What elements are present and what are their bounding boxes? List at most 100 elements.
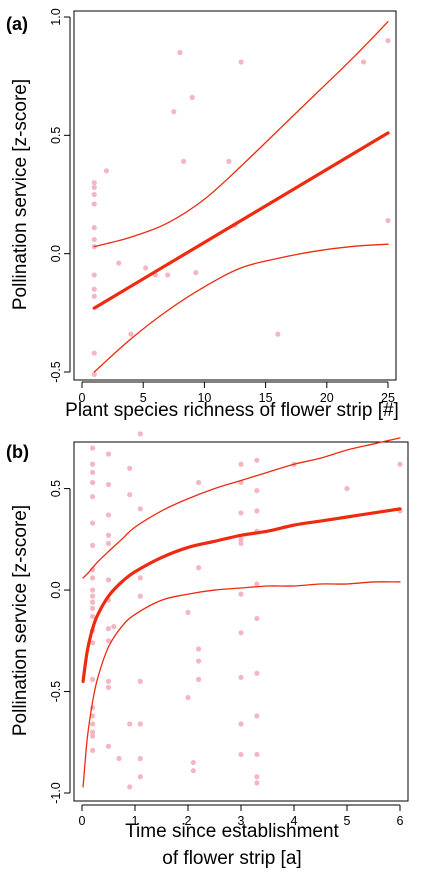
data-point xyxy=(196,658,202,664)
data-point xyxy=(90,721,96,727)
data-point xyxy=(143,265,149,271)
y-tick-label: -0.5 xyxy=(49,361,63,383)
data-point xyxy=(171,109,177,115)
data-point xyxy=(254,488,260,494)
data-point xyxy=(344,485,350,492)
data-point xyxy=(105,481,112,488)
data-point xyxy=(90,469,96,475)
data-point xyxy=(90,593,96,599)
data-point xyxy=(238,540,244,546)
data-point xyxy=(165,272,171,278)
data-point xyxy=(238,674,244,680)
scatter-points xyxy=(91,38,391,377)
lower-ci-line xyxy=(93,243,389,373)
data-point xyxy=(128,331,134,337)
data-point xyxy=(137,721,143,727)
data-point xyxy=(116,755,122,762)
x-tick-label: 5 xyxy=(344,814,351,828)
data-point xyxy=(105,678,112,684)
data-point xyxy=(196,479,202,486)
data-point xyxy=(91,350,97,356)
fit-line xyxy=(81,507,402,683)
plot-frame xyxy=(73,10,397,381)
y-axis: -1.0 -0.5 0.0 0.5 xyxy=(49,480,71,804)
data-point xyxy=(137,774,143,780)
data-point xyxy=(226,158,232,164)
plot-frame xyxy=(73,441,409,802)
data-point xyxy=(397,461,403,467)
data-point xyxy=(90,479,96,486)
data-point xyxy=(105,451,112,457)
data-point xyxy=(90,733,96,739)
data-point xyxy=(254,751,260,758)
data-point xyxy=(91,184,97,190)
data-point xyxy=(254,581,260,587)
x-axis: 0 5 10 15 20 25 xyxy=(79,381,395,405)
data-point xyxy=(238,591,244,597)
panel-b-x-axis-title-line-1: Time since establishment xyxy=(125,821,339,842)
panel-b-x-axis-title-line-2: of flower strip [a] xyxy=(162,848,301,869)
data-point xyxy=(90,613,96,620)
data-point xyxy=(91,272,97,278)
data-point xyxy=(90,599,96,605)
data-point xyxy=(90,445,96,451)
data-point xyxy=(91,293,97,299)
data-point xyxy=(105,684,112,691)
data-point xyxy=(90,542,96,549)
y-tick-label: 1.0 xyxy=(49,8,63,25)
x-tick-label: 5 xyxy=(140,391,147,405)
data-point xyxy=(185,609,191,615)
panel-a: (a) Pollination service [z-score] Plant … xyxy=(6,8,399,421)
data-point xyxy=(105,638,112,644)
data-point xyxy=(385,38,391,44)
data-point xyxy=(127,721,133,727)
y-tick-label: 0.0 xyxy=(49,245,63,262)
data-point xyxy=(254,774,260,780)
x-tick-label: 6 xyxy=(397,814,404,828)
data-point xyxy=(196,676,202,682)
data-point xyxy=(193,270,199,276)
data-point xyxy=(254,713,260,719)
data-point xyxy=(254,615,260,622)
data-point xyxy=(238,510,244,516)
data-point xyxy=(127,784,133,790)
data-point xyxy=(90,520,96,526)
data-point xyxy=(105,512,112,518)
data-point xyxy=(275,331,281,337)
upper-ci-line xyxy=(82,437,401,579)
data-point xyxy=(238,751,244,758)
data-point xyxy=(254,457,260,463)
panel-b-y-axis-title: Pollination service [z-score] xyxy=(10,505,31,736)
data-point xyxy=(90,676,96,682)
panel-b: (b) Pollination service [z-score] Time s… xyxy=(6,431,409,869)
y-tick-label: -0.5 xyxy=(49,681,63,703)
data-point xyxy=(196,565,202,571)
data-point xyxy=(238,536,244,542)
data-point xyxy=(385,217,391,224)
x-tick-label: 0 xyxy=(79,391,86,405)
data-point xyxy=(116,260,122,266)
data-point xyxy=(105,577,112,583)
panel-b-label: (b) xyxy=(6,442,29,462)
data-point xyxy=(91,180,97,186)
x-tick-label: 10 xyxy=(197,391,211,405)
y-tick-label: -1.0 xyxy=(49,782,63,804)
data-point xyxy=(91,225,97,231)
data-point xyxy=(90,640,96,646)
data-point xyxy=(185,695,191,701)
y-tick-label: 0.5 xyxy=(49,480,63,497)
data-point xyxy=(91,191,97,198)
panel-a-label: (a) xyxy=(6,14,28,34)
y-tick-label: 0.5 xyxy=(49,127,63,144)
data-point xyxy=(137,506,143,512)
data-point xyxy=(254,670,260,676)
x-tick-label: 4 xyxy=(291,814,298,828)
data-point xyxy=(137,678,143,684)
lower-ci-line xyxy=(82,581,401,788)
data-point xyxy=(111,623,117,630)
data-point xyxy=(190,759,196,766)
y-axis: -0.5 0.0 0.5 1.0 xyxy=(49,8,71,383)
data-point xyxy=(189,94,195,101)
data-point xyxy=(105,743,112,749)
